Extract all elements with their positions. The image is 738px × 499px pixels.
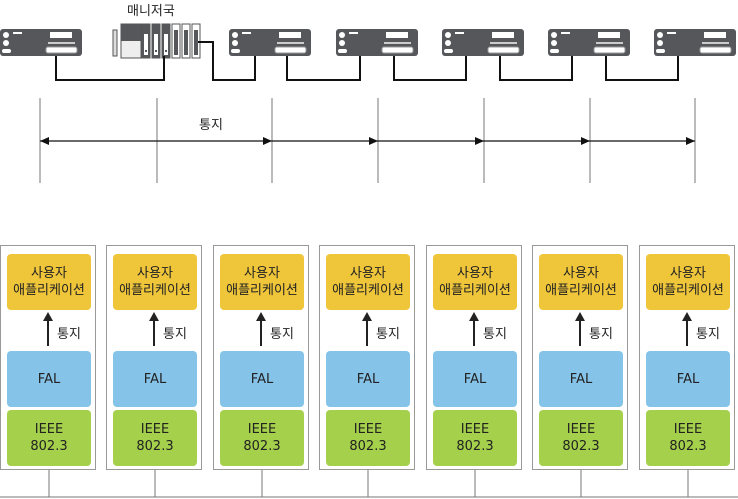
- fal-label: FAL: [676, 371, 700, 387]
- app-line2: 애플리케이션: [226, 283, 298, 298]
- notify-label: 통지: [696, 327, 720, 342]
- ethernet-cable: [286, 56, 361, 81]
- ieee-line1: IEEE: [140, 422, 170, 437]
- fal-block: FAL: [539, 351, 623, 407]
- ieee-line2: 802.3: [349, 439, 387, 454]
- app-line1: 사용자: [350, 266, 386, 281]
- ieee-block: IEEE 802.3: [433, 410, 517, 466]
- arrow-up-icon: [256, 312, 266, 346]
- app-line1: 사용자: [31, 266, 67, 281]
- ieee-line2: 802.3: [562, 439, 600, 454]
- fal-label: FAL: [143, 371, 167, 387]
- arrow-head-right: [686, 137, 695, 145]
- notify-label: 통지: [163, 327, 187, 342]
- ieee-line2: 802.3: [136, 439, 174, 454]
- notify-label: 통지: [376, 327, 400, 342]
- fal-block: FAL: [326, 351, 410, 407]
- arrow-head-right: [263, 137, 272, 145]
- app-line1: 사용자: [137, 266, 173, 281]
- arrow-head-right: [581, 137, 590, 145]
- notify-label: 통지: [483, 327, 507, 342]
- ieee-line2: 802.3: [456, 439, 494, 454]
- fal-label: FAL: [356, 371, 380, 387]
- fal-block: FAL: [7, 351, 91, 407]
- arrow-head-right: [475, 137, 484, 145]
- ieee-line2: 802.3: [243, 439, 281, 454]
- fal-block: FAL: [113, 351, 197, 407]
- ieee-line1: IEEE: [247, 422, 277, 437]
- ethernet-cable: [393, 56, 467, 81]
- app-line1: 사용자: [457, 266, 493, 281]
- notify-span-label: 통지: [199, 118, 223, 133]
- app-line2: 애플리케이션: [332, 283, 404, 298]
- notify-label: 통지: [270, 327, 294, 342]
- ieee-block: IEEE 802.3: [326, 410, 410, 466]
- ieee-line2: 802.3: [30, 439, 68, 454]
- fal-block: FAL: [646, 351, 730, 407]
- notify-label: 통지: [589, 327, 613, 342]
- app-line2: 애플리케이션: [652, 283, 724, 298]
- arrow-up-icon: [469, 312, 479, 346]
- fal-block: FAL: [220, 351, 304, 407]
- arrow-head-left: [40, 137, 49, 145]
- ieee-line1: IEEE: [34, 422, 64, 437]
- app-line1: 사용자: [563, 266, 599, 281]
- app-line2: 애플리케이션: [439, 283, 511, 298]
- arrow-head-right: [369, 137, 378, 145]
- ieee-block: IEEE 802.3: [7, 410, 91, 466]
- ieee-line1: IEEE: [353, 422, 383, 437]
- fal-label: FAL: [463, 371, 487, 387]
- ethernet-cable: [499, 56, 573, 81]
- ieee-block: IEEE 802.3: [646, 410, 730, 466]
- app-line2: 애플리케이션: [13, 283, 85, 298]
- arrow-up-icon: [149, 312, 159, 346]
- arrow-up-icon: [682, 312, 692, 346]
- ethernet-cable: [55, 56, 165, 81]
- fal-label: FAL: [569, 371, 593, 387]
- ieee-block: IEEE 802.3: [539, 410, 623, 466]
- ethernet-cable: [198, 41, 256, 81]
- app-line2: 애플리케이션: [119, 283, 191, 298]
- ieee-line1: IEEE: [673, 422, 703, 437]
- arrow-up-icon: [362, 312, 372, 346]
- ieee-line2: 802.3: [669, 439, 707, 454]
- ieee-line1: IEEE: [566, 422, 596, 437]
- app-line2: 애플리케이션: [545, 283, 617, 298]
- fal-label: FAL: [37, 371, 61, 387]
- app-line1: 사용자: [670, 266, 706, 281]
- arrow-up-icon: [43, 312, 53, 346]
- app-line1: 사용자: [244, 266, 280, 281]
- ieee-block: IEEE 802.3: [113, 410, 197, 466]
- ethernet-cable: [605, 56, 679, 81]
- fal-label: FAL: [250, 371, 274, 387]
- master-station: [112, 29, 118, 57]
- master-station-label: 매니저국: [127, 4, 175, 19]
- notify-label: 통지: [57, 327, 81, 342]
- ieee-line1: IEEE: [460, 422, 490, 437]
- fal-block: FAL: [433, 351, 517, 407]
- ieee-block: IEEE 802.3: [220, 410, 304, 466]
- arrow-up-icon: [575, 312, 585, 346]
